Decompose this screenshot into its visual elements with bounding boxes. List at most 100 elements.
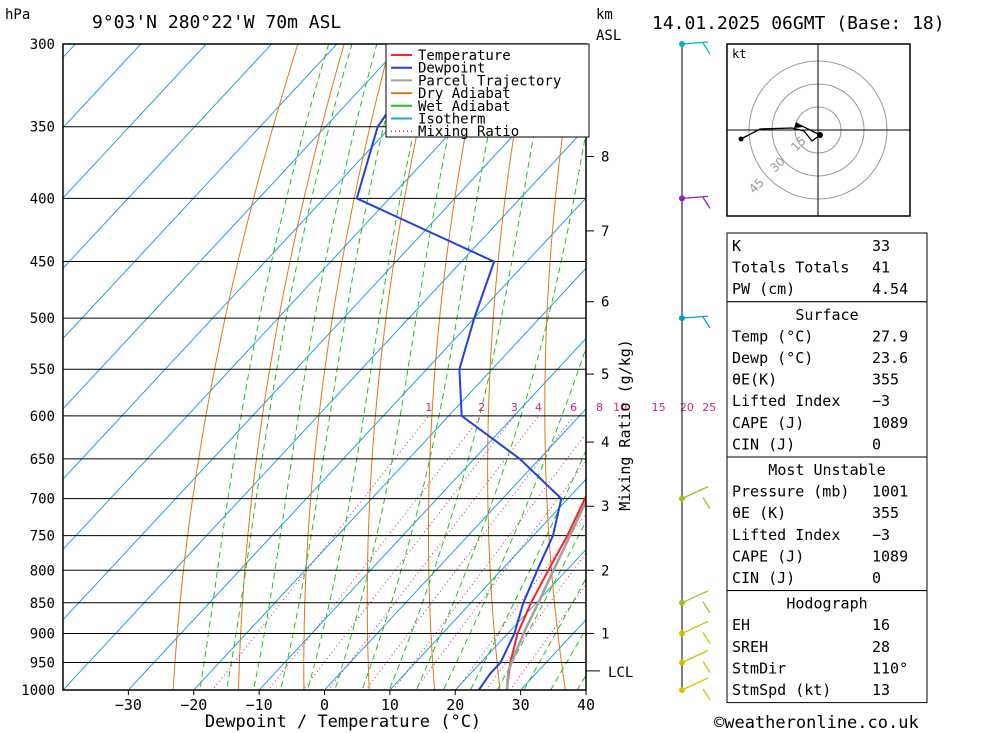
mixing-ratio-axis-label: Mixing Ratio (g/kg)	[616, 339, 634, 511]
pressure-tick-label: 800	[30, 563, 55, 579]
pressure-tick-label: 500	[30, 311, 55, 327]
legend-box	[385, 43, 590, 138]
pressure-tick-label: 850	[30, 596, 55, 612]
axes: 1 2 3 4 6 8 10 15 20 2530035040045050055060065070…	[21, 37, 716, 732]
pressure-unit-label: hPa	[5, 7, 30, 23]
mixing-ratio-line	[455, 512, 586, 690]
wet-adiabat-line	[199, 44, 330, 690]
hodograph-trace	[740, 127, 821, 142]
isotherm-line	[389, 478, 586, 690]
mixing-ratio-label: 4	[535, 401, 542, 414]
location-title: 9°03'N 280°22'W 70m ASL	[92, 12, 341, 33]
index-value: 41	[872, 259, 890, 277]
indices-table: K 33 Totals Totals 41 PW (cm) 4.54 Surface Temp…	[726, 232, 928, 704]
dry-adiabat-line	[946, 7, 1000, 716]
km-label: km	[596, 7, 613, 23]
mixing-ratio-label: 1	[425, 401, 432, 414]
pressure-tick-label: 700	[30, 492, 55, 508]
legend-entry: Isotherm	[418, 112, 485, 128]
mixing-ratio-label: 15	[652, 401, 666, 414]
index-value: 355	[872, 504, 899, 522]
pressure-tick-label: 550	[30, 362, 55, 378]
km-tick-label: 2	[601, 563, 609, 579]
wet-adiabat-line	[469, 449, 586, 690]
wet-adiabat-line	[388, 44, 551, 690]
mixing-ratio-label: 25	[702, 401, 716, 414]
km-tick-label: 1	[601, 626, 609, 642]
pressure-tick-label: 600	[30, 409, 55, 425]
x-axis-label: Dewpoint / Temperature (°C)	[205, 712, 481, 732]
isotherm-line	[63, 44, 273, 270]
index-label: Totals Totals	[732, 259, 849, 277]
index-value: 13	[872, 681, 890, 699]
index-value: 1089	[872, 547, 908, 565]
isotherm-line	[63, 44, 207, 199]
index-box	[726, 590, 928, 704]
legend-entry: Wet Adiabat	[418, 99, 511, 115]
index-label: Lifted Index	[732, 526, 840, 544]
index-label: SREH	[732, 638, 768, 656]
wind-barb-flag	[702, 632, 711, 644]
hodograph-unit: kt	[732, 47, 746, 61]
wet-adiabat-line	[415, 129, 586, 690]
km-tick-label: 8	[601, 150, 609, 166]
plot-frame	[62, 43, 587, 691]
index-value: 0	[872, 569, 881, 587]
header-text: hPa 9°03'N 280°22'W 70m ASL km ASL 14.01.202…	[5, 7, 945, 44]
dry-adiabat-line	[237, 44, 345, 690]
pressure-tick-label: 400	[30, 191, 55, 207]
dry-adiabat-line	[303, 44, 392, 690]
footer: ©weatheronline.co.uk	[714, 713, 919, 733]
dry-adiabat-line	[654, 7, 702, 716]
wind-barb-shaft	[681, 649, 709, 664]
index-value: 27.9	[872, 327, 908, 345]
index-label: CAPE (J)	[732, 547, 804, 565]
asl-label: ASL	[596, 28, 621, 44]
x-tick-label: 0	[320, 696, 329, 714]
x-tick-label: 20	[446, 696, 464, 714]
index-value: 4.54	[872, 280, 908, 298]
wind-barb-shaft	[681, 486, 709, 500]
x-tick-label: 10	[381, 696, 399, 714]
wind-barb-flag	[702, 316, 711, 329]
isobars	[63, 43, 586, 691]
wind-barb-flag	[702, 497, 711, 509]
index-label: EH	[732, 616, 750, 634]
dry-adiabat-line	[487, 44, 531, 690]
dry-adiabat-line	[991, 7, 1000, 716]
index-label: StmSpd (kt)	[732, 681, 831, 699]
km-tick-label: 5	[601, 367, 609, 383]
wind-barb-flag	[702, 197, 711, 209]
km-tick-label: 3	[601, 499, 609, 515]
wet-adiabat-line	[226, 44, 353, 690]
dry-adiabat-line	[172, 44, 299, 690]
pressure-tick-label: 950	[30, 655, 55, 671]
wet-adiabat-line	[550, 627, 586, 690]
mixing-ratio-label: 8	[596, 401, 603, 414]
mixing-ratio-line	[392, 432, 586, 690]
series-temperature	[505, 494, 586, 690]
index-label: Lifted Index	[732, 392, 840, 410]
mixing-ratio-label: 6	[570, 401, 577, 414]
index-label: PW (cm)	[732, 280, 795, 298]
wind-barb-flag	[702, 688, 711, 701]
index-value: 355	[872, 371, 899, 389]
legend-entry: Mixing Ratio	[418, 124, 519, 140]
wet-adiabat-line	[279, 44, 405, 690]
background-lines	[63, 7, 1000, 716]
x-tick-label: 40	[577, 696, 595, 714]
legend-entry: Dewpoint	[418, 61, 485, 77]
wind-barb-shaft	[681, 620, 709, 635]
storm-motion-arrow	[794, 122, 804, 128]
index-label: CIN (J)	[732, 569, 795, 587]
wind-barb-flag	[702, 601, 711, 614]
wet-adiabat-line	[361, 44, 507, 690]
index-label: CAPE (J)	[732, 414, 804, 432]
dry-adiabat-line	[428, 44, 484, 690]
legend-entry: Dry Adiabat	[418, 86, 511, 102]
index-value: 23.6	[872, 349, 908, 367]
storm-motion-arrow-shaft	[799, 124, 819, 135]
